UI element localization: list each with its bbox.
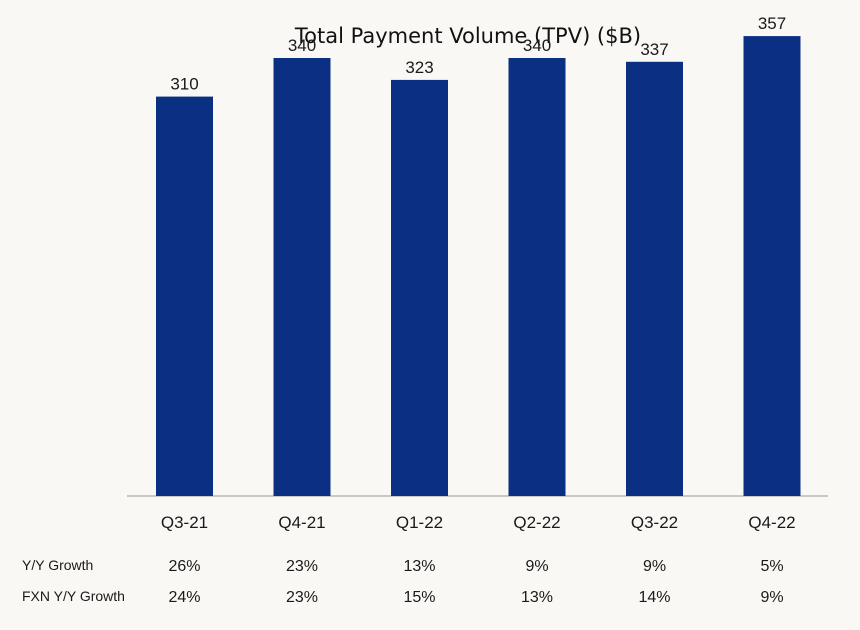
value-label-q2-22: 340 <box>523 36 551 55</box>
table-cell: 15% <box>403 589 435 606</box>
value-label-q4-22: 357 <box>758 14 786 33</box>
category-label-q4-22: Q4-22 <box>748 513 795 532</box>
table-cell: 9% <box>643 558 666 575</box>
value-labels-group: 310 340 323 340 337 357 <box>170 14 786 94</box>
bars-group <box>156 36 801 497</box>
bar-q4-22 <box>743 36 801 496</box>
bar-q1-22 <box>391 79 448 497</box>
table-cell: 9% <box>760 589 783 606</box>
value-label-q3-21: 310 <box>170 75 198 94</box>
category-label-q1-22: Q1-22 <box>396 513 443 532</box>
bar-q3-21 <box>156 96 213 496</box>
bar-q4-21 <box>273 58 331 496</box>
table-row-label: Y/Y Growth <box>22 557 93 573</box>
bar-q3-22 <box>626 61 683 497</box>
table-cell: 23% <box>286 558 318 575</box>
value-label-q1-22: 323 <box>405 58 433 77</box>
table-cell: 14% <box>638 589 670 606</box>
table-cell: 24% <box>168 589 200 606</box>
category-label-q4-21: Q4-21 <box>278 513 325 532</box>
category-label-q3-22: Q3-22 <box>631 513 678 532</box>
table-cell: 9% <box>525 558 548 575</box>
growth-table: Y/Y Growth 26% 23% 13% 9% 9% 5% FXN Y/Y Growth 2… <box>22 557 784 606</box>
category-label-q3-21: Q3-21 <box>161 513 208 532</box>
table-cell: 13% <box>403 558 435 575</box>
bar-q2-22 <box>508 58 566 496</box>
table-cell: 13% <box>521 589 553 606</box>
table-cell: 5% <box>760 558 783 575</box>
value-label-q3-22: 337 <box>640 40 668 59</box>
category-labels-group: Q3-21 Q4-21 Q1-22 Q2-22 Q3-22 Q4-22 <box>161 513 796 532</box>
category-label-q2-22: Q2-22 <box>513 513 560 532</box>
value-label-q4-21: 340 <box>288 36 316 55</box>
table-cell: 23% <box>286 589 318 606</box>
chart-title: Total Payment Volume (TPV) ($B) <box>294 24 641 48</box>
table-cell: 26% <box>168 558 200 575</box>
table-row-label: FXN Y/Y Growth <box>22 588 125 604</box>
